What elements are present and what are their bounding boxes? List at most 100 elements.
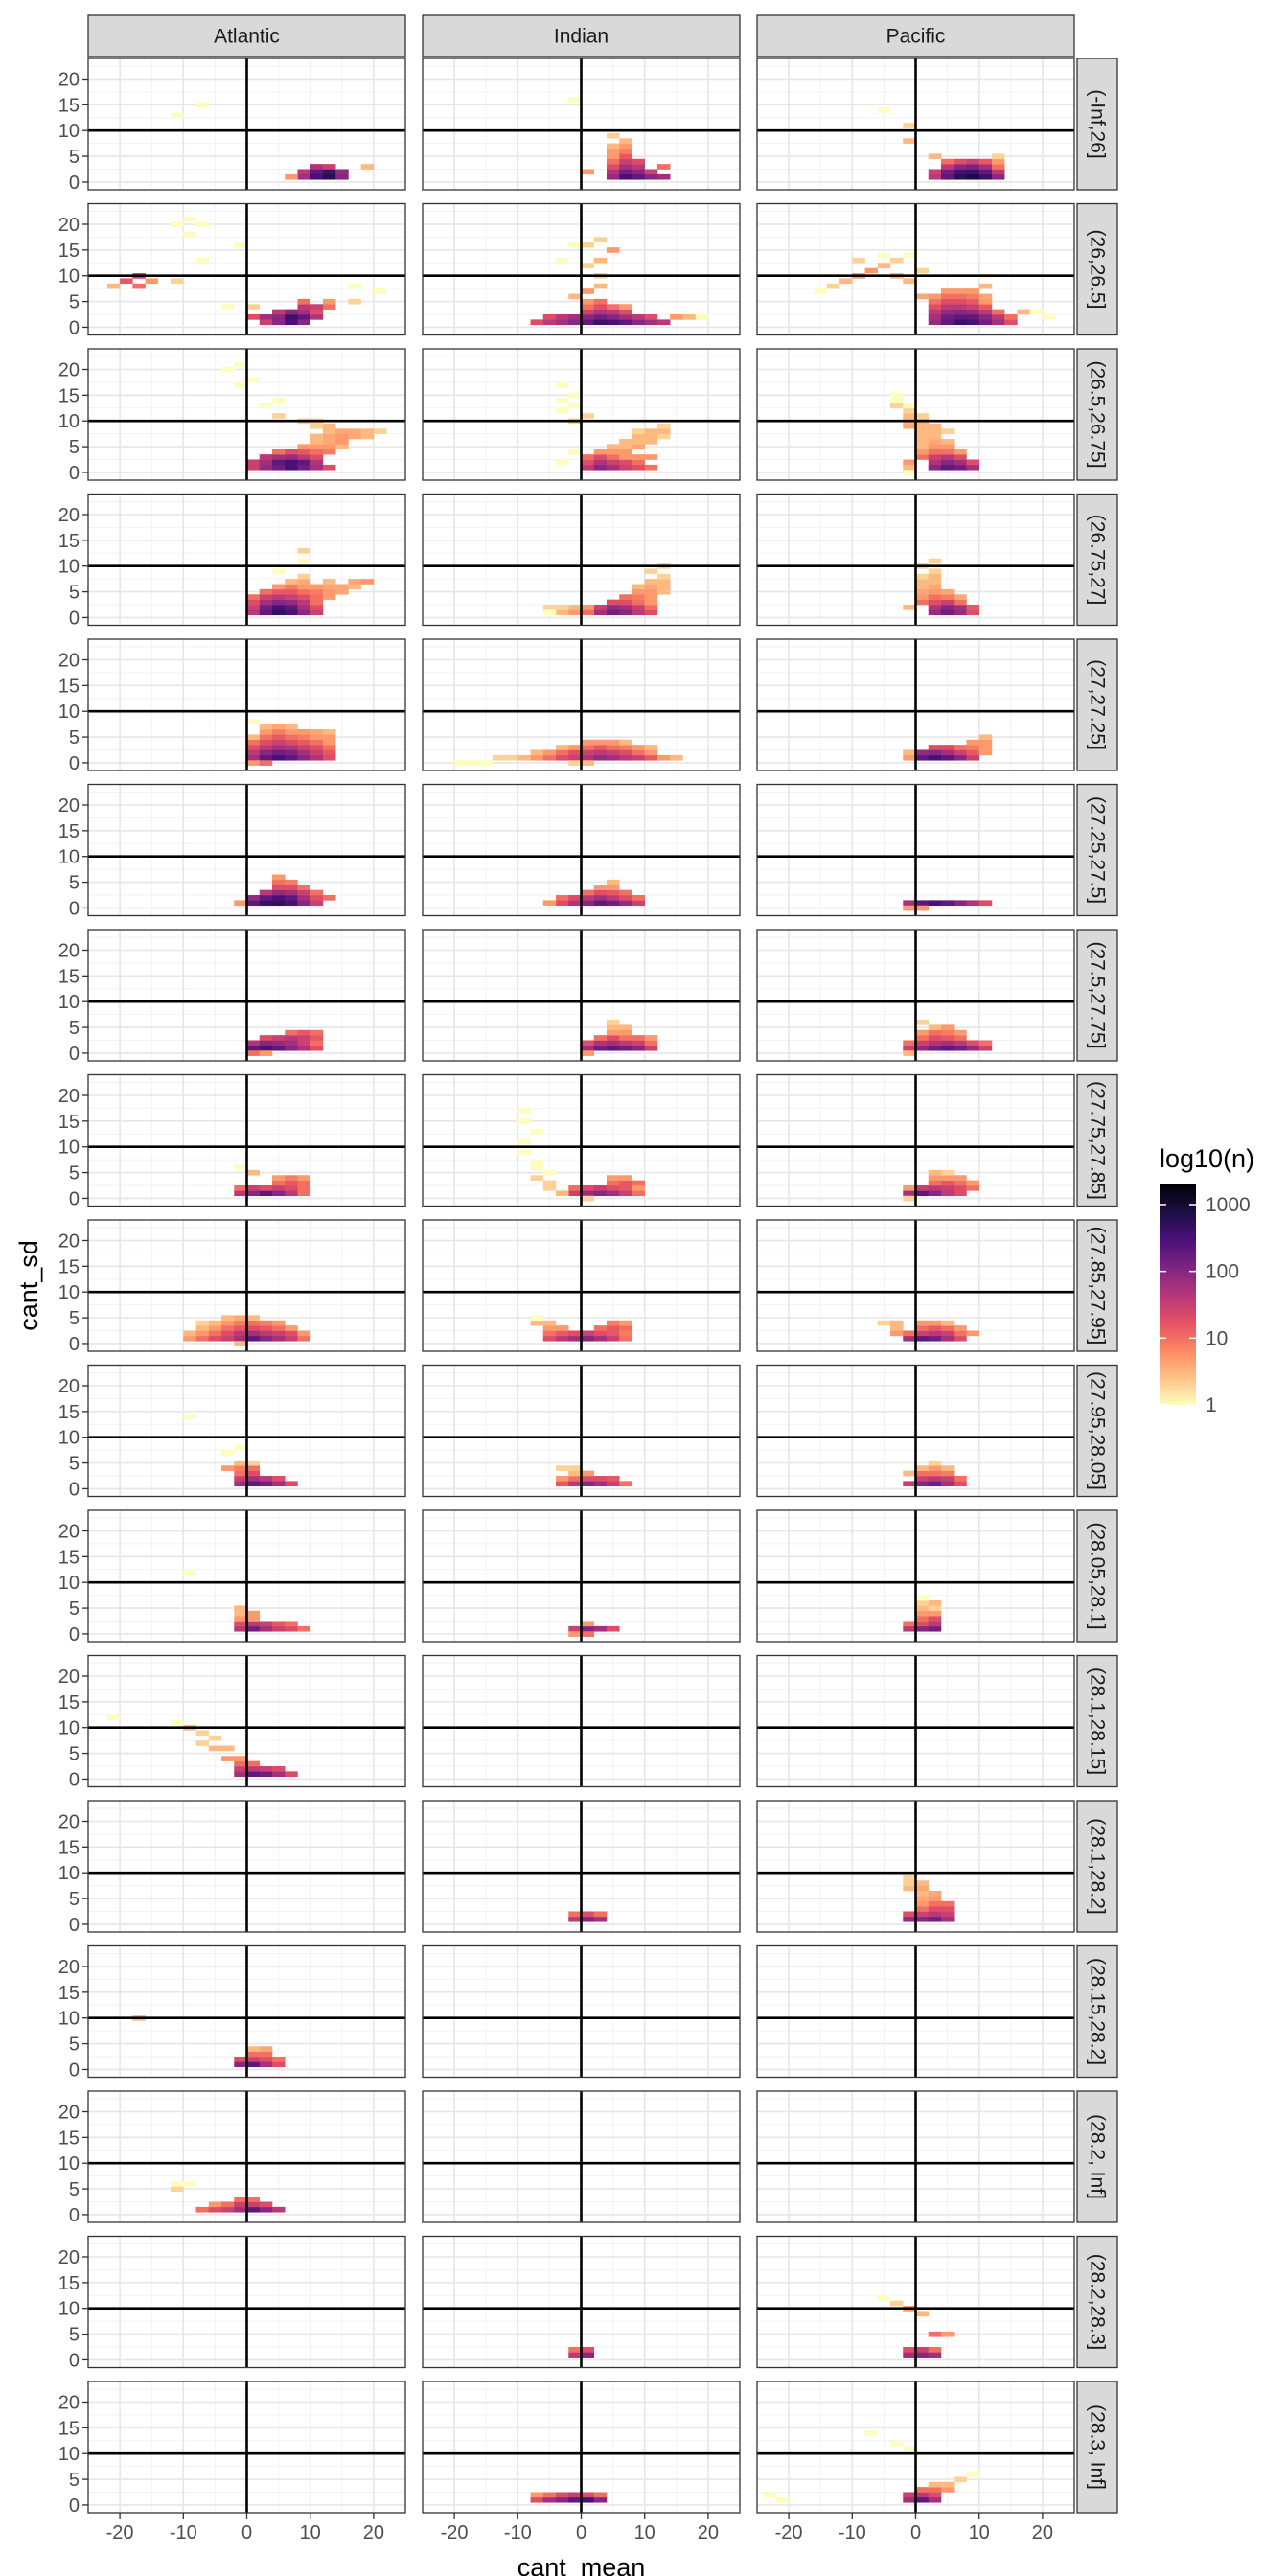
heat-cell [928,1175,942,1181]
x-tick-label: 0 [576,2522,586,2543]
heat-cell [259,2051,273,2058]
panel-border [756,1509,1075,1643]
y-tick-label: 10 [58,1573,80,1594]
heat-cell [940,1470,954,1477]
heat-cell [940,2331,954,2337]
heat-cell [234,1315,247,1322]
heat-cell [593,1045,608,1051]
heat-cell [183,1330,196,1337]
y-tick-label: 0 [69,753,80,774]
heat-cell [928,2487,942,2493]
heat-cell [903,754,916,761]
heat-cell [632,433,645,440]
heat-cell [259,588,273,595]
y-tick-label: 0 [69,1334,80,1355]
heat-cell [593,298,608,305]
y-tick-label: 20 [58,69,80,90]
heat-cell [518,1118,531,1124]
heat-cell [271,413,286,419]
panel-border [422,1944,741,2079]
heat-cell [568,1911,582,1918]
heat-cell [966,164,979,170]
heat-cell [322,594,336,600]
heat-cell [335,444,349,450]
heat-cell [271,1766,286,1772]
heat-cell [928,588,942,595]
y-tick-label: 5 [69,1018,80,1039]
heat-cell [297,594,310,600]
heat-cell [581,1631,595,1637]
row-strip-label: (26,26.5] [1087,230,1109,310]
heat-cell [928,1024,942,1031]
heat-cell [954,2476,967,2483]
y-tick-label: 15 [58,385,80,406]
heat-cell [221,1450,235,1456]
heat-cell [297,610,310,616]
heat-cell [297,573,310,580]
heat-cell [877,263,891,268]
heat-cell [542,1335,557,1342]
heat-cell [234,1625,247,1632]
heat-cell [991,169,1005,175]
heat-cell [903,2446,916,2451]
heat-cell [246,1320,261,1326]
heat-cell [940,1906,954,1912]
panel-4-0 [87,638,406,771]
heat-cell [542,900,557,907]
heat-cell [903,1885,916,1892]
heat-cell [619,1320,632,1326]
heat-cell [593,2496,608,2503]
heat-cell [285,885,298,890]
heat-cell [246,594,261,600]
heat-cell [903,900,916,907]
heat-cell [619,138,632,144]
heat-cell [593,895,608,901]
y-tick-label: 5 [69,873,80,894]
heat-cell [978,309,993,315]
heat-cell [271,1481,286,1487]
heat-cell [632,428,645,434]
heat-cell [259,459,273,466]
heat-cell [285,895,298,901]
heat-cell [632,459,645,466]
panel-border [87,348,406,481]
x-axis-title: cant_mean [518,2553,646,2576]
heat-cell [297,749,310,756]
heat-cell [297,1180,310,1186]
heat-cell [297,1035,310,1041]
heat-cell [581,889,595,896]
heat-cell [297,599,310,606]
heat-cell [297,304,310,310]
y-tick-label: 0 [69,1769,80,1790]
heat-cell [246,314,261,320]
heat-cell [297,1330,310,1337]
heat-cell [619,314,632,320]
heat-cell [246,1610,261,1617]
heat-cell [619,1045,632,1051]
heat-cell [619,754,632,761]
heat-cell [928,298,942,305]
heat-cell [568,1335,582,1342]
y-tick-label: 15 [58,2418,80,2439]
heat-cell [890,402,904,409]
heat-cell [928,605,942,610]
heat-cell [606,153,620,160]
heat-cell [271,309,286,315]
panel-border [756,1364,1075,1498]
heat-cell [518,1108,531,1115]
heat-cell [271,889,286,896]
heat-cell [246,1045,261,1051]
heat-cell [606,1330,620,1337]
heat-cell [606,745,620,750]
heat-cell [915,1600,930,1606]
heat-cell [966,304,979,310]
heat-cell [644,749,658,756]
heat-cell [619,739,632,746]
heat-cell [940,1045,954,1051]
panel-13-2 [756,1944,1075,2079]
heat-cell [632,1040,645,1046]
heat-cell [568,1330,582,1337]
heat-cell [335,433,349,440]
heat-cell [593,2492,608,2498]
y-tick-label: 20 [58,2392,80,2413]
